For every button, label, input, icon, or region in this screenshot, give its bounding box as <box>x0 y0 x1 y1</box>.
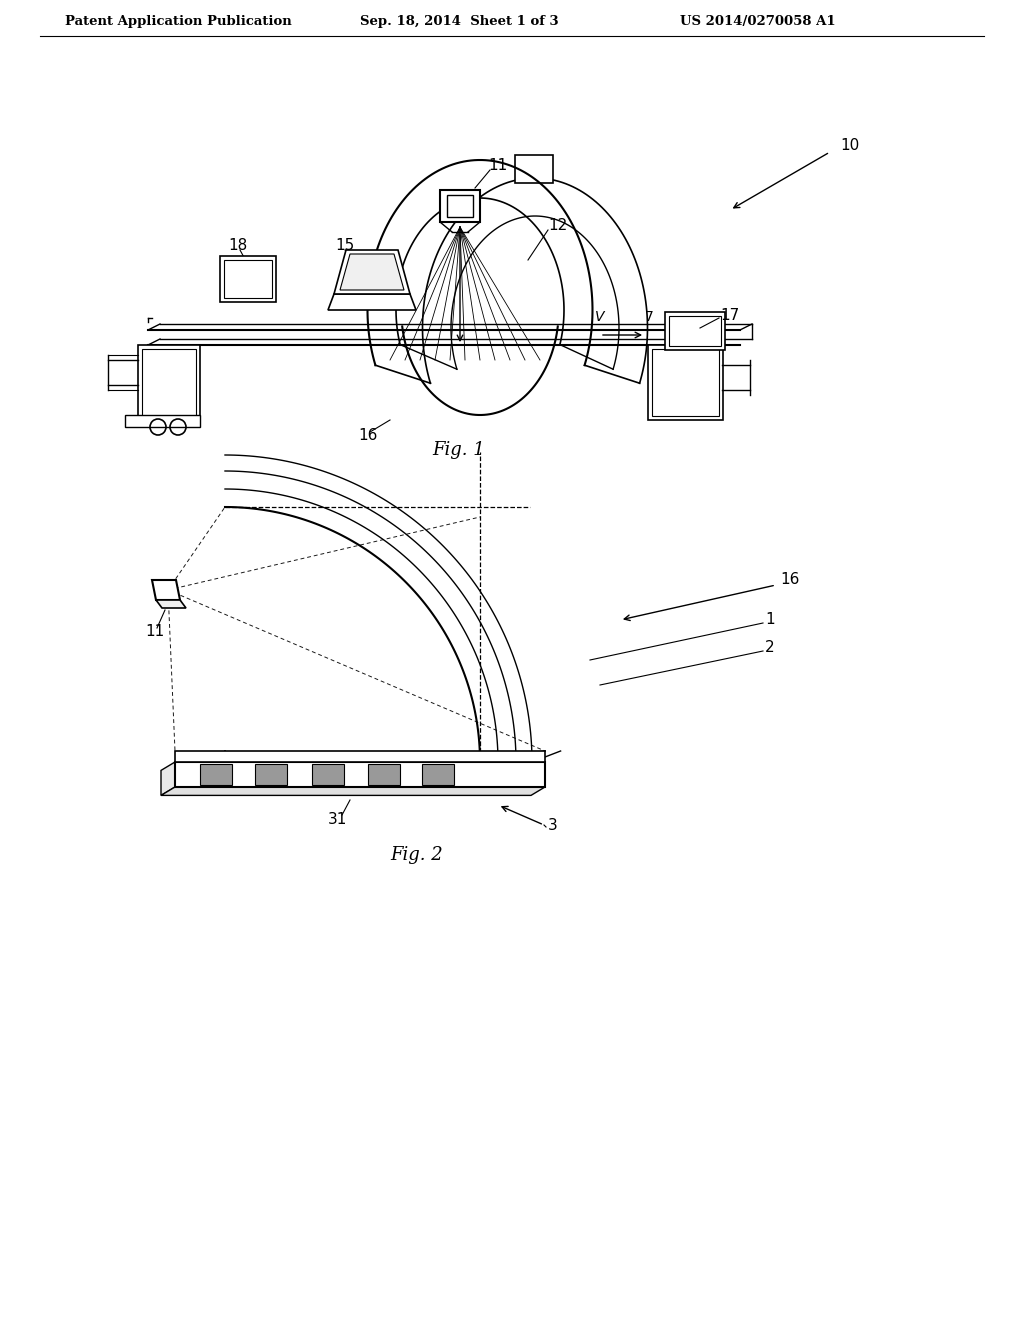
Bar <box>368 764 400 785</box>
Bar <box>175 751 545 762</box>
Text: 3: 3 <box>548 817 558 833</box>
Bar <box>220 256 276 302</box>
Bar <box>422 764 454 785</box>
Text: 11: 11 <box>488 157 507 173</box>
Bar <box>175 762 545 787</box>
Text: 11: 11 <box>145 624 164 639</box>
Text: V: V <box>595 310 605 323</box>
Text: 15: 15 <box>335 238 354 252</box>
Polygon shape <box>156 601 186 609</box>
Text: Sep. 18, 2014  Sheet 1 of 3: Sep. 18, 2014 Sheet 1 of 3 <box>360 16 559 29</box>
Text: 17: 17 <box>720 308 739 322</box>
Bar <box>312 764 344 785</box>
Polygon shape <box>328 294 416 310</box>
Text: Fig. 2: Fig. 2 <box>390 846 442 865</box>
Bar <box>142 348 196 416</box>
Text: Patent Application Publication: Patent Application Publication <box>65 16 292 29</box>
Bar <box>515 154 553 183</box>
Bar <box>200 764 232 785</box>
Polygon shape <box>334 249 410 294</box>
Text: Fig. 1: Fig. 1 <box>432 441 484 459</box>
Bar <box>652 348 719 416</box>
Bar <box>648 345 723 420</box>
Polygon shape <box>152 579 180 601</box>
Polygon shape <box>161 787 545 796</box>
Bar <box>447 195 473 216</box>
Bar <box>224 260 272 298</box>
Text: 7: 7 <box>645 310 653 323</box>
Bar <box>440 190 480 222</box>
Text: US 2014/0270058 A1: US 2014/0270058 A1 <box>680 16 836 29</box>
Bar <box>665 312 725 350</box>
Text: 12: 12 <box>548 218 567 232</box>
Text: 31: 31 <box>328 813 347 828</box>
Polygon shape <box>340 253 404 290</box>
Bar <box>138 345 200 420</box>
Text: 18: 18 <box>228 238 247 252</box>
Text: 2: 2 <box>765 640 774 656</box>
Bar <box>669 315 721 346</box>
Text: 16: 16 <box>780 573 800 587</box>
Bar <box>125 414 200 426</box>
Polygon shape <box>161 762 175 796</box>
Text: 16: 16 <box>358 428 378 442</box>
Bar <box>255 764 287 785</box>
Text: 1: 1 <box>765 612 774 627</box>
Text: 10: 10 <box>840 137 859 153</box>
